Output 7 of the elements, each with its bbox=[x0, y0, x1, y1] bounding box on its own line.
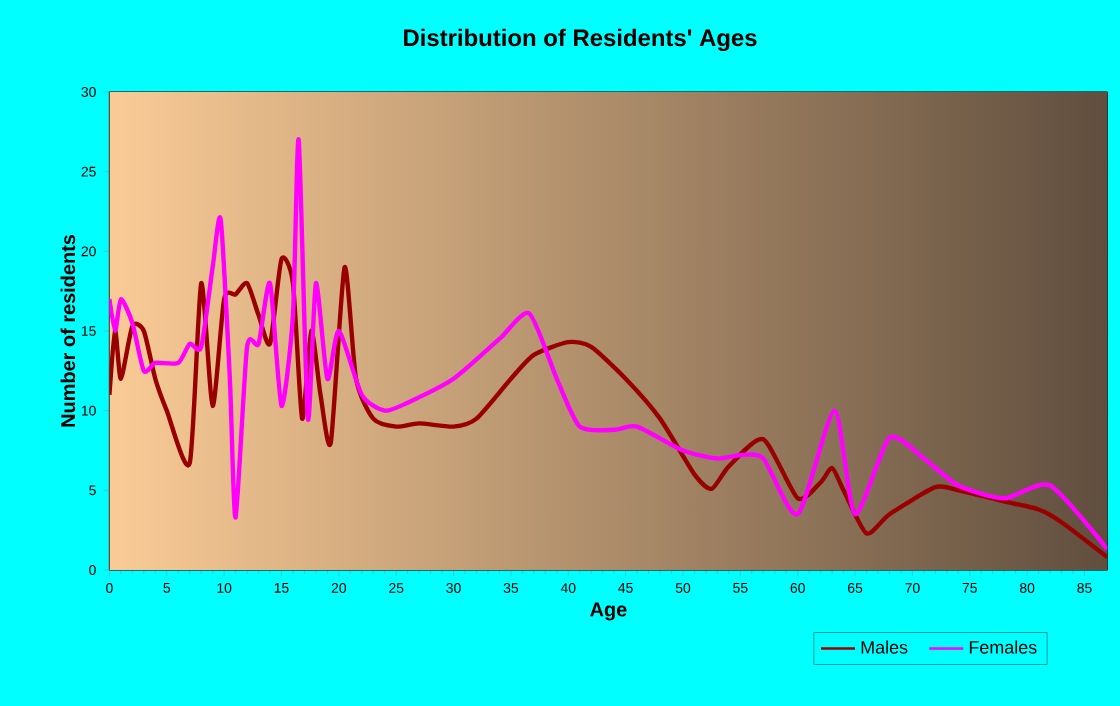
x-axis-title: Age bbox=[590, 602, 627, 621]
line-series bbox=[109, 257, 1108, 560]
y-axis-title: Number of residents bbox=[60, 234, 76, 427]
chart-title: Distribution of Residents' Ages bbox=[404, 28, 757, 52]
legend-label: Females bbox=[969, 640, 1037, 654]
legend-label: Males bbox=[861, 640, 908, 654]
line-series bbox=[109, 137, 1108, 552]
